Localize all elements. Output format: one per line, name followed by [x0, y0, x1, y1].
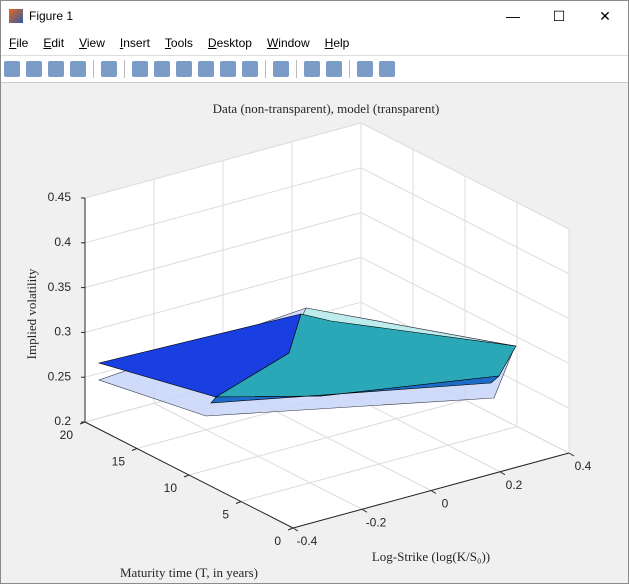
tick-mark: [361, 508, 368, 513]
tool[interactable]: [273, 61, 289, 77]
tick-mark: [131, 448, 138, 451]
menu-item[interactable]: Insert: [119, 36, 150, 50]
y-tick-label: 10: [164, 481, 178, 495]
tick-mark: [287, 527, 294, 531]
grid-line: [84, 167, 362, 244]
app-icon: [9, 9, 23, 23]
minimize[interactable]: —: [506, 7, 520, 24]
x-tick-label: 0.4: [575, 459, 592, 473]
grid-line: [360, 167, 570, 275]
x-label: Log-Strike (log(K/S₀)): [372, 549, 490, 564]
tick-mark: [235, 501, 242, 504]
close[interactable]: ✕: [599, 7, 611, 24]
data-surface-front: [210, 375, 500, 404]
grid-line: [360, 122, 570, 230]
menu-item[interactable]: View: [79, 36, 105, 50]
title-bar: Figure 1 — ☐ ✕: [1, 1, 628, 31]
z-label: Implied volatility: [24, 268, 39, 359]
tool[interactable]: [176, 61, 192, 77]
window-title: Figure 1: [29, 9, 74, 23]
y-tick-label: 20: [60, 428, 74, 442]
z-tick-label: 0.4: [54, 235, 71, 249]
x-tick-label: 0.2: [506, 478, 523, 492]
menu-item[interactable]: Help: [324, 36, 350, 50]
grid-line: [84, 122, 362, 199]
tool[interactable]: [132, 61, 148, 77]
tick-mark: [292, 527, 299, 532]
tick-mark: [183, 474, 190, 478]
z-tick-label: 0.45: [48, 190, 72, 204]
axes-title: Data (non-transparent), model (transpare…: [213, 101, 440, 116]
grid-line: [240, 426, 518, 502]
y-label: Maturity time (T, in years): [120, 565, 258, 580]
axis-line: [292, 452, 570, 529]
y-tick-label: 0: [274, 534, 281, 548]
menu-item[interactable]: Window: [266, 36, 310, 50]
tool[interactable]: [101, 61, 117, 77]
x-tick-label: 0: [442, 497, 449, 511]
z-tick-label: 0.35: [48, 280, 72, 294]
tool[interactable]: [357, 61, 373, 77]
tool[interactable]: [242, 61, 258, 77]
z-tick-label: 0.3: [54, 325, 71, 339]
axis-line: [84, 421, 294, 529]
tool[interactable]: [304, 61, 320, 77]
tool[interactable]: [326, 61, 342, 77]
grid-line: [360, 212, 570, 320]
tick-mark: [430, 490, 437, 494]
tool[interactable]: [70, 61, 86, 77]
grid-line: [360, 256, 570, 364]
menu-item[interactable]: Edit: [43, 36, 65, 50]
tool[interactable]: [48, 61, 64, 77]
z-tick-label: 0.25: [48, 369, 72, 383]
tool[interactable]: [220, 61, 236, 77]
x-tick-label: -0.2: [366, 515, 387, 529]
tool[interactable]: [198, 61, 214, 77]
grid-line: [188, 399, 466, 476]
grid-line: [84, 256, 362, 333]
menu-item[interactable]: Tools: [164, 36, 193, 50]
menu-item[interactable]: File: [9, 36, 29, 50]
x-tick-label: -0.4: [297, 534, 318, 548]
tick-mark: [568, 452, 575, 457]
z-tick-label: 0.2: [54, 414, 71, 428]
tool[interactable]: [26, 61, 42, 77]
menu-bar: File Edit View Insert Tools Desktop Window Help: [1, 31, 628, 56]
maximize[interactable]: ☐: [552, 7, 566, 24]
toolbar: [1, 56, 628, 83]
grid-line: [84, 212, 362, 289]
y-tick-label: 15: [112, 455, 126, 469]
tool[interactable]: [154, 61, 170, 77]
tool[interactable]: [4, 61, 20, 77]
y-tick-label: 5: [222, 508, 229, 522]
tick-mark: [499, 471, 506, 476]
tool[interactable]: [379, 61, 395, 77]
menu-item[interactable]: Desktop: [207, 36, 252, 50]
